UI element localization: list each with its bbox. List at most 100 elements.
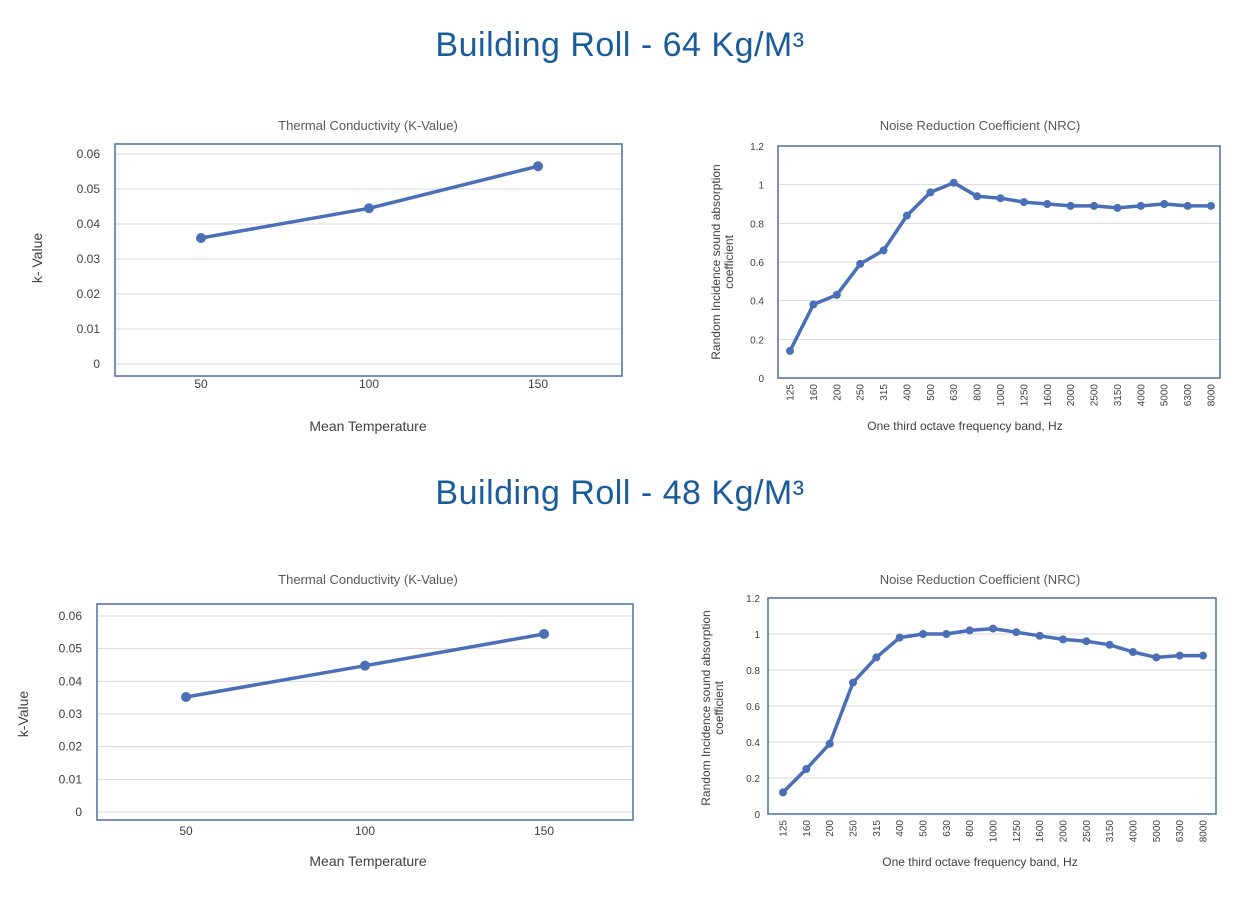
x-tick-label: 100	[355, 824, 375, 838]
x-tick-label: 6300	[1175, 820, 1186, 843]
y-tick-label: 0.8	[746, 666, 760, 677]
x-tick-label: 800	[973, 384, 984, 401]
data-point	[973, 192, 982, 201]
y-tick-label: 0.4	[750, 297, 764, 308]
x-axis-label: One third octave frequency band, Hz	[867, 419, 1062, 433]
data-point	[1183, 201, 1192, 210]
x-tick-label: 630	[942, 820, 953, 837]
y-tick-label: 0.01	[77, 322, 101, 336]
data-point	[809, 300, 818, 309]
x-tick-label: 5000	[1160, 384, 1171, 407]
x-tick-label: 50	[179, 824, 193, 838]
data-point	[1160, 200, 1169, 208]
x-tick-label: 1600	[1043, 384, 1054, 407]
plot-frame	[767, 597, 1217, 815]
x-tick-label: 400	[902, 384, 913, 401]
data-point	[539, 628, 549, 639]
x-tick-label: 100	[359, 377, 379, 391]
data-point	[1136, 201, 1145, 210]
data-point	[832, 290, 841, 299]
data-point	[825, 739, 834, 748]
data-point	[1152, 653, 1161, 662]
x-tick-label: 150	[528, 377, 548, 391]
data-point	[1129, 648, 1137, 656]
x-tick-label: 200	[832, 384, 843, 401]
y-tick-label: 0.02	[77, 287, 101, 301]
data-point	[926, 188, 935, 197]
y-tick-label: 0.06	[59, 609, 83, 623]
y-tick-label: 0.04	[59, 674, 83, 688]
data-point	[1199, 651, 1207, 660]
x-tick-label: 125	[779, 820, 790, 837]
y-tick-label: 1.2	[750, 142, 764, 153]
y-tick-label: 0.4	[746, 738, 760, 749]
y-tick-label: 0.05	[59, 642, 83, 656]
data-point	[965, 626, 974, 635]
data-point	[802, 765, 811, 773]
data-point	[1113, 203, 1122, 212]
data-point	[879, 246, 888, 255]
x-tick-label: 250	[849, 820, 860, 837]
data-point	[360, 660, 370, 671]
section-heading-64: Building Roll - 64 Kg/M³	[435, 26, 805, 64]
data-point	[786, 346, 794, 355]
x-tick-label: 160	[809, 384, 820, 401]
x-axis-label: Mean Temperature	[309, 418, 426, 434]
y-tick-label: 1	[754, 630, 760, 641]
chart-title: Noise Reduction Coefficient (NRC)	[880, 118, 1081, 133]
plot-frame	[777, 145, 1221, 379]
plot-frame	[114, 143, 623, 377]
y-axis-label: k-Value	[15, 691, 31, 738]
y-tick-label: 0	[758, 374, 764, 385]
data-point	[1066, 201, 1075, 210]
x-tick-label: 1600	[1035, 820, 1046, 843]
x-tick-label: 630	[949, 384, 960, 401]
data-point	[533, 161, 543, 172]
y-tick-label: 0.03	[59, 707, 83, 721]
y-axis-label: Random Incidence sound absorptioncoeffic…	[699, 610, 726, 805]
x-axis-label: One third octave frequency band, Hz	[882, 855, 1077, 869]
x-tick-label: 3150	[1105, 820, 1116, 843]
x-tick-label: 150	[534, 824, 554, 838]
x-tick-label: 1250	[1012, 820, 1023, 843]
x-tick-label: 8000	[1207, 384, 1218, 407]
chart-title: Thermal Conductivity (K-Value)	[278, 118, 458, 133]
y-tick-label: 0	[754, 810, 760, 821]
x-tick-label: 1000	[989, 820, 1000, 843]
x-tick-label: 2000	[1059, 820, 1070, 843]
chart-title: Noise Reduction Coefficient (NRC)	[880, 572, 1081, 587]
x-tick-label: 160	[802, 820, 813, 837]
y-tick-label: 0.02	[59, 740, 83, 754]
data-point	[1019, 198, 1028, 207]
chart-title: Thermal Conductivity (K-Value)	[278, 572, 458, 587]
data-point	[1082, 637, 1091, 646]
x-tick-label: 2500	[1090, 384, 1101, 407]
data-point	[1090, 201, 1099, 210]
data-point	[1207, 201, 1215, 210]
x-tick-label: 500	[919, 820, 930, 837]
x-tick-label: 250	[856, 384, 867, 401]
x-tick-label: 315	[879, 384, 890, 401]
y-tick-label: 0.01	[59, 772, 83, 786]
data-point	[949, 178, 958, 187]
x-tick-label: 400	[895, 820, 906, 837]
x-tick-label: 8000	[1199, 820, 1210, 843]
y-tick-label: 0.06	[77, 147, 101, 161]
x-tick-label: 125	[786, 384, 797, 401]
data-point	[1175, 651, 1184, 660]
data-point	[989, 624, 997, 633]
y-tick-label: 0	[75, 805, 82, 819]
y-tick-label: 0.04	[77, 217, 101, 231]
x-tick-label: 4000	[1129, 820, 1140, 843]
data-point	[181, 692, 191, 703]
y-tick-label: 0.2	[746, 774, 760, 785]
data-point	[779, 788, 787, 797]
y-tick-label: 1	[758, 181, 764, 192]
x-tick-label: 3150	[1113, 384, 1124, 407]
y-tick-label: 0.2	[750, 335, 764, 346]
x-tick-label: 2500	[1082, 820, 1093, 843]
data-point	[902, 211, 911, 220]
x-tick-label: 6300	[1183, 384, 1194, 407]
